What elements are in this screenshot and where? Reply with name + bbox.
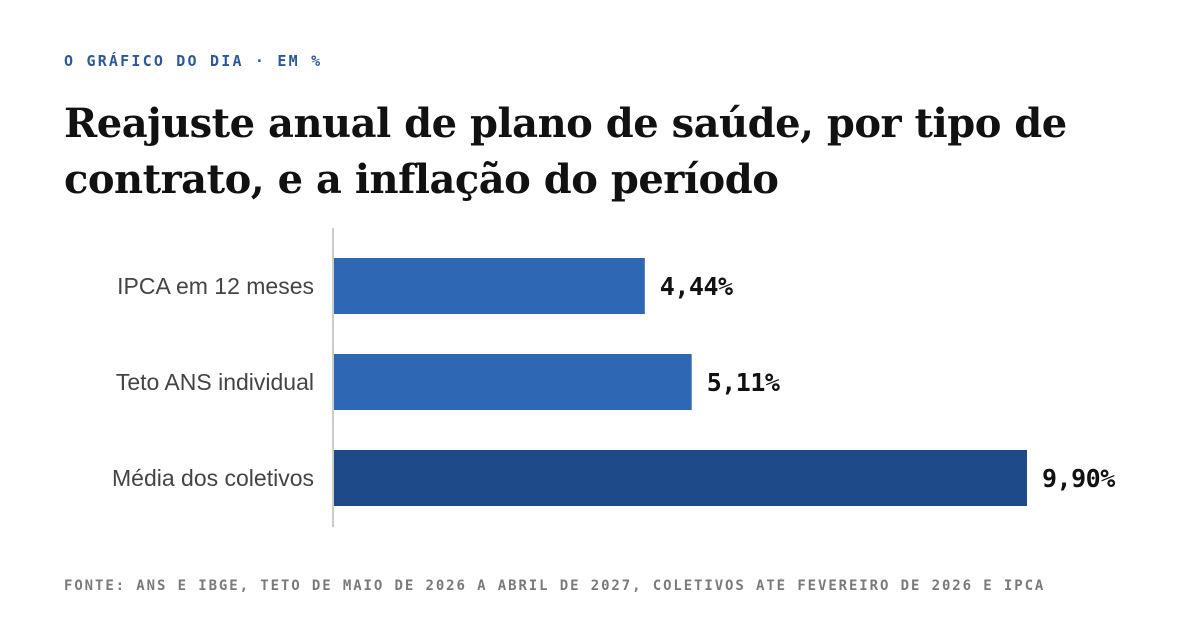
bar bbox=[334, 258, 645, 314]
bar bbox=[334, 354, 692, 410]
category-label: Média dos coletivos bbox=[112, 465, 314, 491]
source-note: FONTE: ANS E IBGE, TETO DE MAIO DE 2026 … bbox=[64, 578, 1046, 594]
value-label: 4,44% bbox=[660, 272, 733, 301]
category-label: IPCA em 12 meses bbox=[117, 273, 314, 299]
bar-chart: IPCA em 12 meses 4,44% Teto ANS individual… bbox=[112, 228, 1116, 527]
bar bbox=[334, 450, 1027, 506]
kicker: O GRÁFICO DO DIA · EM % bbox=[64, 52, 323, 70]
category-label: Teto ANS individual bbox=[116, 369, 314, 395]
chart-title: Reajuste anual de plano de saúde, por ti… bbox=[64, 100, 1067, 203]
value-label: 9,90% bbox=[1042, 464, 1115, 493]
value-label: 5,11% bbox=[707, 368, 780, 397]
